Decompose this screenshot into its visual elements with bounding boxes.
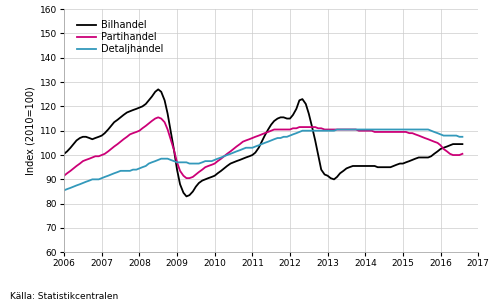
Line: Detaljhandel: Detaljhandel <box>64 130 462 190</box>
Partihandel <box>162 120 168 124</box>
Partihandel <box>231 147 237 151</box>
Partihandel <box>447 152 453 156</box>
Bilhandel <box>459 142 465 146</box>
Partihandel <box>275 128 281 131</box>
Bilhandel <box>409 158 415 162</box>
Line: Bilhandel: Bilhandel <box>64 89 462 196</box>
Detaljhandel <box>268 139 274 142</box>
Partihandel <box>155 116 161 119</box>
Partihandel <box>409 131 415 135</box>
Partihandel <box>61 174 67 178</box>
Bilhandel <box>275 117 281 120</box>
Bilhandel <box>61 152 67 156</box>
Detaljhandel <box>209 159 214 163</box>
Partihandel <box>459 152 465 156</box>
Detaljhandel <box>61 188 67 192</box>
Detaljhandel <box>334 128 340 131</box>
Bilhandel <box>162 98 168 102</box>
Partihandel <box>183 176 189 180</box>
Bilhandel <box>155 88 161 91</box>
Y-axis label: Index (2010=100): Index (2010=100) <box>26 86 35 175</box>
Bilhandel <box>231 161 237 164</box>
Detaljhandel <box>224 153 230 157</box>
Text: Källa: Statistikcentralen: Källa: Statistikcentralen <box>10 292 118 301</box>
Bilhandel <box>183 195 189 198</box>
Bilhandel <box>447 143 453 147</box>
Detaljhandel <box>406 128 412 131</box>
Detaljhandel <box>459 135 465 139</box>
Line: Partihandel: Partihandel <box>64 117 462 178</box>
Partihandel <box>215 159 221 163</box>
Bilhandel <box>215 171 221 175</box>
Detaljhandel <box>444 134 450 137</box>
Detaljhandel <box>158 157 164 161</box>
Legend: Bilhandel, Partihandel, Detaljhandel: Bilhandel, Partihandel, Detaljhandel <box>73 16 168 58</box>
